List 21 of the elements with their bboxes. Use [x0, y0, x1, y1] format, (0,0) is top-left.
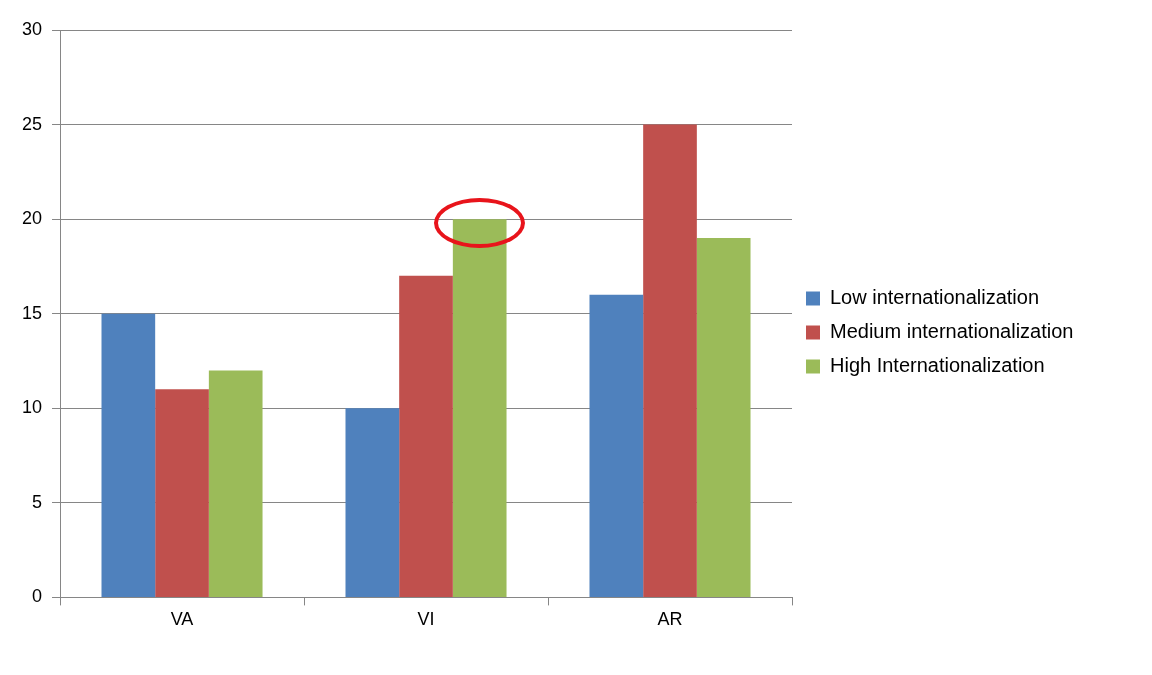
bar: [101, 313, 156, 597]
legend-label: Medium internationalization: [830, 320, 1074, 343]
x-tick-label: VI: [417, 609, 435, 630]
bar: [345, 408, 400, 597]
bar: [208, 370, 263, 597]
y-tick-label: 10: [21, 397, 43, 418]
x-tick-label: AR: [657, 609, 683, 630]
y-tick-label: 25: [21, 113, 43, 134]
y-tick-label: 15: [21, 302, 43, 323]
y-tick-label: 30: [21, 18, 43, 39]
y-tick-label: 20: [21, 208, 43, 229]
bar: [155, 389, 209, 597]
bar: [643, 124, 697, 597]
y-tick-label: 5: [32, 491, 43, 512]
bar: [696, 238, 751, 597]
bar: [589, 294, 644, 597]
y-tick-label: 0: [32, 586, 43, 607]
legend-label: High Internationalization: [830, 354, 1045, 377]
x-tick-label: VA: [170, 609, 194, 630]
legend-label: Low internationalization: [830, 286, 1040, 309]
bar: [399, 275, 453, 597]
